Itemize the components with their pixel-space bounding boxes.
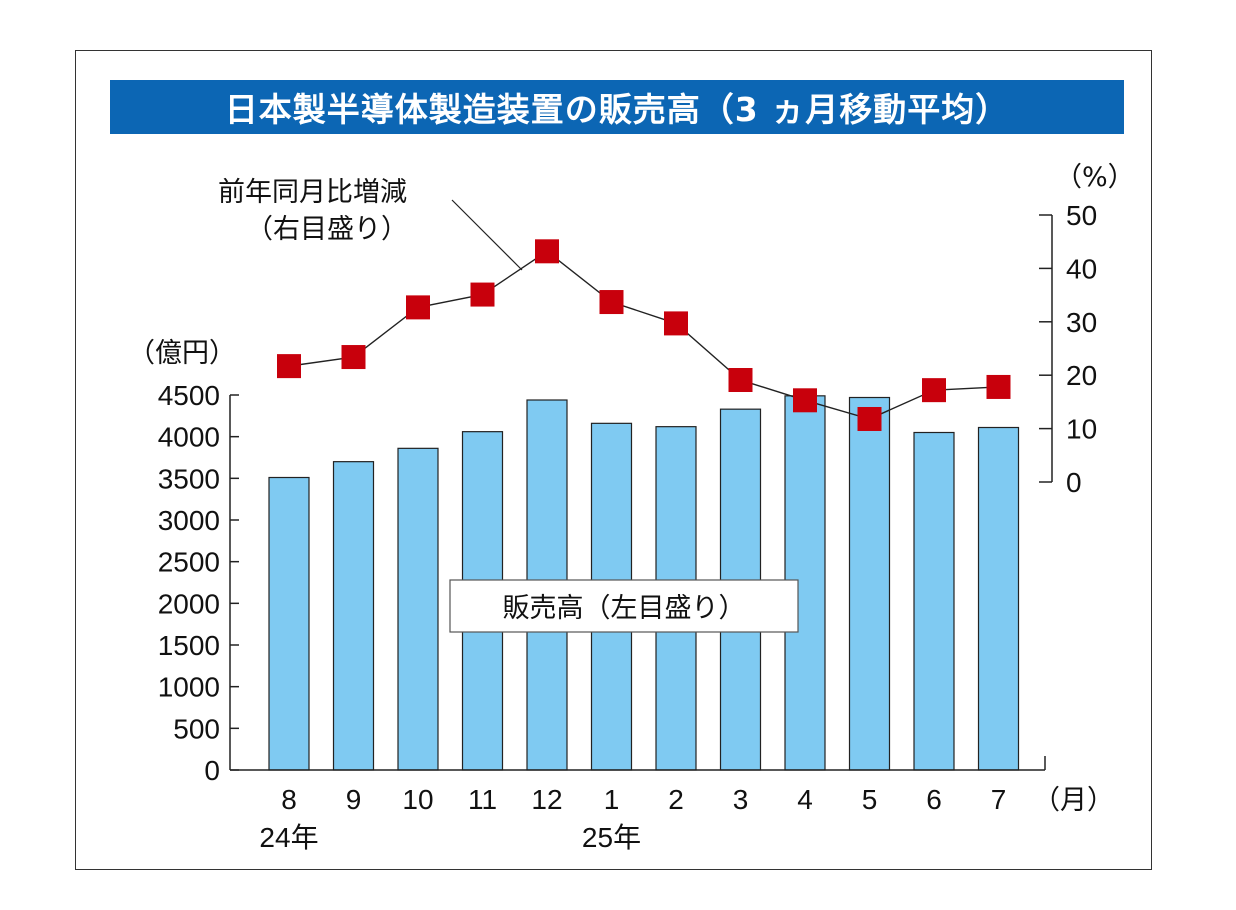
yoy-marker [922, 378, 946, 403]
annotations: 前年同月比増減 （右目盛り） 販売高（左目盛り） [218, 177, 799, 633]
left-tick-label: 3000 [158, 505, 220, 536]
yoy-marker [341, 345, 366, 370]
yoy-line [288, 250, 999, 420]
x-axis-unit: （月） [1033, 785, 1114, 816]
yoy-marker [986, 374, 1011, 399]
yoy-marker [728, 368, 753, 393]
right-axis-unit: （%） [1055, 162, 1135, 193]
right-tick-label: 0 [1066, 467, 1082, 498]
right-tick-label: 10 [1066, 414, 1097, 445]
line-series-label: 前年同月比増減 [218, 177, 407, 208]
yoy-marker [599, 290, 624, 315]
left-tick-label: 3500 [158, 463, 220, 494]
x-tick-label: 3 [733, 784, 749, 815]
left-tick-label: 1000 [158, 672, 220, 703]
yoy-marker [406, 295, 430, 320]
line-series-group [277, 239, 1011, 431]
left-tick-label: 2500 [158, 547, 220, 578]
x-tick-label: 4 [797, 784, 813, 815]
line-series-leader [451, 199, 523, 271]
x-tick-label: 5 [862, 784, 878, 815]
left-tick-label: 4500 [158, 380, 220, 411]
x-year-label: 24年 [259, 822, 318, 853]
x-tick-label: 6 [926, 784, 942, 815]
bar [397, 447, 439, 771]
yoy-marker [664, 311, 688, 336]
left-tick-label: 4000 [158, 422, 220, 453]
left-tick-label: 0 [204, 755, 220, 786]
yoy-marker [277, 354, 301, 379]
left-axis-unit: （億円） [128, 338, 236, 369]
line-series-label-sub: （右目盛り） [246, 214, 408, 245]
right-tick-label: 30 [1066, 307, 1097, 338]
x-tick-label: 10 [402, 784, 433, 815]
x-tick-label: 9 [346, 784, 362, 815]
bar [913, 431, 955, 771]
x-tick-label: 12 [531, 784, 562, 815]
x-tick-label: 1 [604, 784, 620, 815]
bar [848, 396, 891, 771]
x-tick-label: 8 [281, 784, 297, 815]
bar-series-label-box [449, 579, 799, 633]
bar [332, 461, 375, 771]
yoy-marker [857, 406, 882, 431]
yoy-marker [535, 239, 559, 264]
yoy-marker [793, 388, 817, 413]
right-tick-label: 50 [1066, 200, 1097, 231]
chart-title: 日本製半導体製造装置の販売高（3 ヵ月移動平均） [110, 80, 1124, 134]
bar [268, 476, 310, 771]
x-tick-label: 11 [468, 784, 497, 815]
bar-series-label: 販売高（左目盛り） [503, 593, 746, 624]
yoy-marker [470, 282, 495, 307]
right-tick-label: 20 [1066, 360, 1097, 391]
x-tick-label: 7 [991, 784, 1007, 815]
bar [977, 426, 1020, 771]
right-tick-label: 40 [1066, 253, 1097, 284]
left-tick-label: 2000 [158, 588, 220, 619]
left-tick-label: 1500 [158, 630, 220, 661]
chart-frame [75, 50, 1152, 870]
left-tick-label: 500 [173, 713, 220, 744]
right-axis: 0 10 20 30 40 50 （%） [1039, 162, 1135, 498]
x-tick-label: 2 [668, 784, 684, 815]
left-axis: 0 500 1000 1500 2000 2500 3000 3500 4000 4500 （億円） [128, 338, 239, 786]
x-year-label: 25年 [582, 822, 641, 853]
